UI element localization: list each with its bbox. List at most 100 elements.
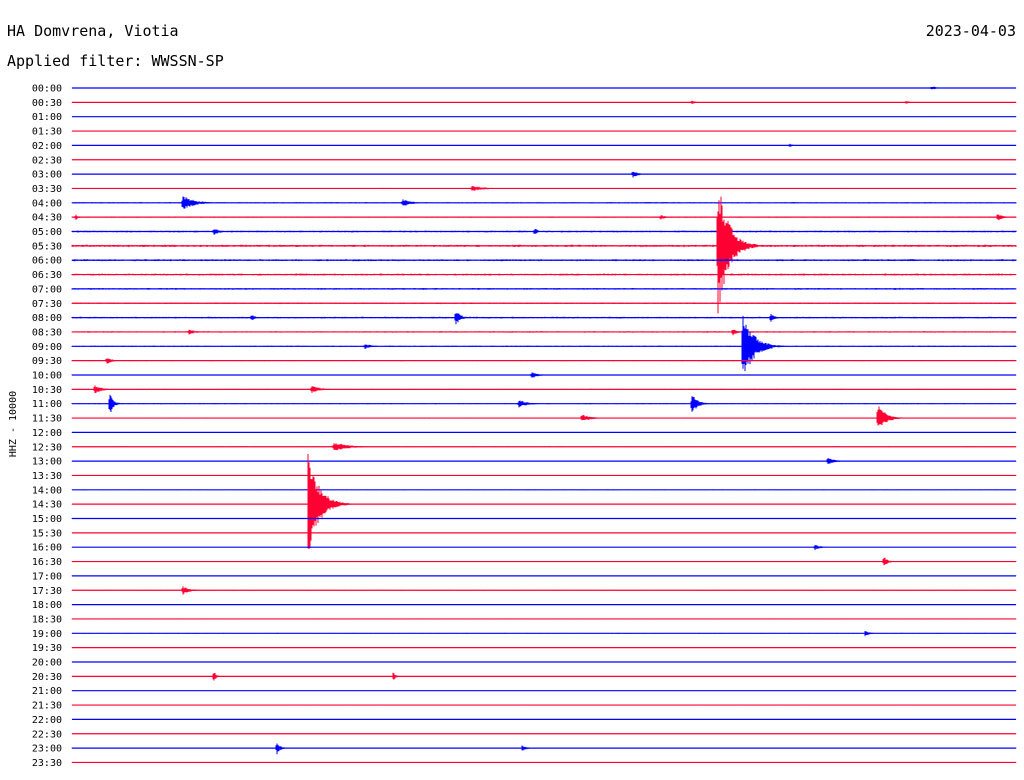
time-tick-label: 06:30 — [32, 270, 62, 281]
time-tick-label: 01:30 — [32, 127, 62, 138]
seismic-trace — [71, 733, 1017, 735]
time-tick-label: 02:30 — [32, 155, 62, 166]
time-tick-label: 10:00 — [32, 371, 62, 382]
time-tick-label: 09:30 — [32, 356, 62, 367]
time-tick-label: 14:00 — [32, 485, 62, 496]
time-tick-label: 16:00 — [32, 543, 62, 554]
seismic-trace — [71, 532, 1017, 534]
time-tick-label: 07:30 — [32, 299, 62, 310]
seismic-trace — [71, 762, 1017, 763]
seismic-trace — [71, 431, 1017, 433]
time-tick-label: 05:30 — [32, 241, 62, 252]
time-tick-label: 02:00 — [32, 141, 62, 152]
seismic-trace — [71, 647, 1017, 648]
station-title: HA Domvrena, Viotia — [7, 22, 179, 40]
filter-label: Applied filter: WWSSN-SP — [7, 52, 224, 70]
time-tick-label: 21:00 — [32, 686, 62, 697]
time-tick-label: 13:00 — [32, 457, 62, 468]
time-tick-label: 18:30 — [32, 614, 62, 625]
seismic-trace — [71, 116, 1017, 117]
time-tick-label: 15:00 — [32, 514, 62, 525]
seismic-trace — [71, 159, 1017, 161]
seismic-trace — [71, 329, 1017, 336]
seismic-trace — [71, 719, 1017, 720]
time-tick-label: 19:00 — [32, 629, 62, 640]
seismic-trace — [71, 586, 1017, 595]
seismic-trace — [71, 394, 1017, 413]
time-tick-label: 08:30 — [32, 327, 62, 338]
seismic-trace — [71, 86, 1017, 90]
seismic-trace — [71, 743, 1017, 755]
time-tick-label: 13:30 — [32, 471, 62, 482]
time-tick-label: 22:00 — [32, 715, 62, 726]
time-tick-label: 01:00 — [32, 112, 62, 123]
seismic-trace — [71, 575, 1017, 577]
time-tick-label: 16:30 — [32, 557, 62, 568]
time-tick-label: 23:00 — [32, 744, 62, 755]
time-tick-label: 00:30 — [32, 98, 62, 109]
time-tick-label: 21:30 — [32, 701, 62, 712]
seismic-trace — [71, 302, 1017, 305]
time-tick-labels: 00:00 00:30 01:00 01:30 02:00 02:30 03:00 03:30… — [32, 84, 62, 769]
seismic-trace — [71, 672, 1017, 681]
time-tick-label: 17:30 — [32, 586, 62, 597]
time-tick-label: 20:30 — [32, 672, 62, 683]
seismic-trace — [71, 130, 1017, 132]
time-tick-label: 03:30 — [32, 184, 62, 195]
seismic-trace — [71, 604, 1017, 605]
seismic-trace — [71, 171, 1017, 178]
time-tick-label: 10:30 — [32, 385, 62, 396]
seismic-trace — [71, 186, 1017, 191]
seismic-trace — [71, 358, 1017, 364]
time-tick-label: 15:30 — [32, 528, 62, 539]
seismic-traces — [71, 86, 1017, 764]
seismic-trace — [71, 214, 1017, 221]
time-tick-label: 19:30 — [32, 643, 62, 654]
seismic-trace — [71, 287, 1017, 290]
seismic-trace — [71, 458, 1017, 464]
seismic-trace — [71, 406, 1017, 426]
seismic-trace — [71, 196, 1017, 314]
time-tick-label: 04:30 — [32, 213, 62, 224]
time-tick-label: 20:00 — [32, 658, 62, 669]
seismic-trace — [71, 704, 1017, 706]
time-tick-label: 12:00 — [32, 428, 62, 439]
seismic-trace — [71, 557, 1017, 566]
seismic-trace — [71, 489, 1017, 491]
time-tick-label: 08:00 — [32, 313, 62, 324]
time-tick-label: 11:30 — [32, 414, 62, 425]
time-tick-label: 11:00 — [32, 399, 62, 410]
time-tick-label: 22:30 — [32, 729, 62, 740]
seismic-trace — [71, 372, 1017, 378]
time-tick-label: 14:30 — [32, 500, 62, 511]
time-tick-label: 09:00 — [32, 342, 62, 353]
seismic-trace — [71, 273, 1017, 276]
time-tick-label: 05:00 — [32, 227, 62, 238]
time-tick-label: 04:00 — [32, 198, 62, 209]
time-tick-label: 06:00 — [32, 256, 62, 267]
seismic-trace — [71, 475, 1017, 476]
time-tick-label: 12:30 — [32, 442, 62, 453]
seismic-trace — [71, 229, 1017, 235]
date-label: 2023-04-03 — [926, 22, 1016, 40]
seismic-trace — [71, 315, 1017, 372]
seismic-trace — [71, 518, 1017, 519]
seismic-trace — [71, 618, 1017, 620]
seismic-trace — [71, 313, 1017, 325]
time-tick-label: 07:00 — [32, 284, 62, 295]
seismic-trace — [71, 631, 1017, 637]
seismic-trace — [71, 453, 1017, 549]
seismic-trace — [71, 443, 1017, 451]
seismic-trace — [71, 100, 1017, 105]
seismic-trace — [71, 385, 1017, 393]
seismic-trace — [71, 259, 1017, 262]
time-tick-label: 00:00 — [32, 84, 62, 95]
channel-axis-label: HHZ - 10000 — [8, 391, 19, 457]
time-tick-label: 18:00 — [32, 600, 62, 611]
seismic-trace — [71, 143, 1017, 147]
seismic-trace — [71, 545, 1017, 550]
seismic-trace — [71, 690, 1017, 691]
seismic-trace — [71, 196, 1017, 209]
time-tick-label: 03:00 — [32, 170, 62, 181]
